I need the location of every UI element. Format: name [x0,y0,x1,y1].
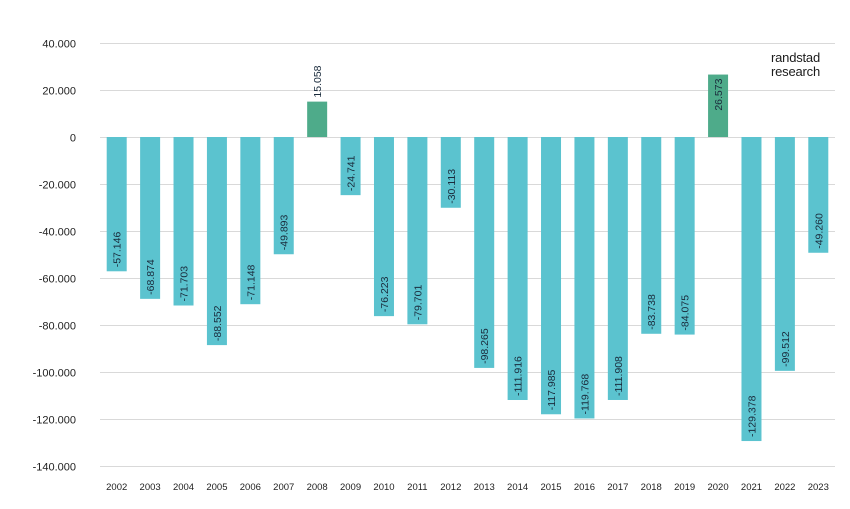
bar-2020 [708,74,729,137]
bar-2022 [774,137,795,371]
bar-2003 [140,137,161,299]
bar-2004 [173,137,194,306]
y-tick-label: -80.000 [39,321,76,333]
y-tick-label: 0 [70,133,76,145]
bar-2015 [541,137,562,415]
brand-line-2: research [771,64,820,79]
x-tick-label: 2023 [808,482,829,493]
data-label: -49.893 [279,214,291,250]
data-label: -76.223 [379,276,391,312]
data-label: -71.703 [179,266,191,302]
y-tick-label: 40.000 [42,39,76,51]
x-tick-label: 2013 [474,482,495,493]
data-label: -30.113 [446,169,458,204]
bar-2023 [808,137,829,253]
bar-2007 [273,137,294,255]
bar-2013 [474,137,495,368]
bar-2021 [741,137,762,442]
y-tick-label: -120.000 [33,415,76,427]
y-tick-label: -40.000 [39,227,76,239]
x-tick-label: 2020 [707,482,728,493]
bars [106,74,829,442]
x-tick-label: 2006 [240,482,261,493]
bar-2016 [574,137,595,419]
bar-2014 [507,137,528,401]
data-label: -111.908 [613,356,625,396]
y-tick-label: -20.000 [39,180,76,192]
x-tick-label: 2007 [273,482,294,493]
x-tick-label: 2012 [440,482,461,493]
bar-2010 [373,137,394,317]
x-tick-label: 2002 [106,482,127,493]
x-tick-label: 2018 [641,482,662,493]
data-label: -24.741 [346,155,358,191]
data-label: -111.916 [513,356,525,396]
data-label: -84.075 [680,295,692,331]
bar-2009 [340,137,361,196]
data-label: -71.148 [245,264,257,300]
data-label: -79.701 [412,285,424,321]
data-label: -117.985 [546,369,558,410]
x-tick-label: 2005 [206,482,227,493]
x-axis-ticks: 2002 2003 2004 2005 2006 2007 2008 2009 2010 2011… [106,482,829,493]
y-tick-label: 20.000 [42,86,76,98]
y-axis-ticks: 40.000 20.000 0 -20.000 -40.000 -60.000 -80.00… [33,39,76,474]
brand-line-1: randstad [771,50,820,65]
bar-2012 [440,137,461,208]
bar-2019 [674,137,695,335]
x-tick-label: 2014 [507,482,528,493]
data-label: -119.768 [579,374,591,415]
bar-2018 [641,137,662,334]
y-tick-label: -100.000 [33,368,76,380]
x-tick-label: 2021 [741,482,762,493]
y-tick-label: -140.000 [33,462,76,474]
data-label: -98.265 [479,328,491,364]
bar-2008 [307,101,328,137]
data-label: 15.058 [312,65,324,97]
x-tick-label: 2019 [674,482,695,493]
bar-2005 [206,137,227,346]
data-label: -88.552 [212,305,224,341]
bar-2006 [240,137,261,305]
x-tick-label: 2015 [540,482,561,493]
bar-2017 [607,137,628,400]
data-label: 26.573 [713,78,725,110]
data-label: -83.738 [646,294,658,330]
data-label: -68.874 [145,259,157,295]
y-tick-label: -60.000 [39,274,76,286]
data-label: -49.260 [813,213,825,249]
x-tick-label: 2022 [774,482,795,493]
data-label: -57.146 [112,232,124,268]
x-tick-label: 2009 [340,482,361,493]
x-tick-label: 2016 [574,482,595,493]
data-labels: -57.146 -68.874 -71.703 -88.552 -71.148 -49.8… [112,65,826,437]
x-tick-label: 2003 [140,482,161,493]
data-label: -129.378 [746,395,758,437]
x-tick-label: 2008 [307,482,328,493]
x-tick-label: 2017 [607,482,628,493]
bar-2011 [407,137,428,325]
x-tick-label: 2011 [407,482,427,493]
x-tick-label: 2010 [373,482,394,493]
bar-2002 [106,137,127,272]
randstad-research-logo: randstad research [771,51,820,79]
data-label: -99.512 [780,331,792,367]
x-tick-label: 2004 [173,482,194,493]
